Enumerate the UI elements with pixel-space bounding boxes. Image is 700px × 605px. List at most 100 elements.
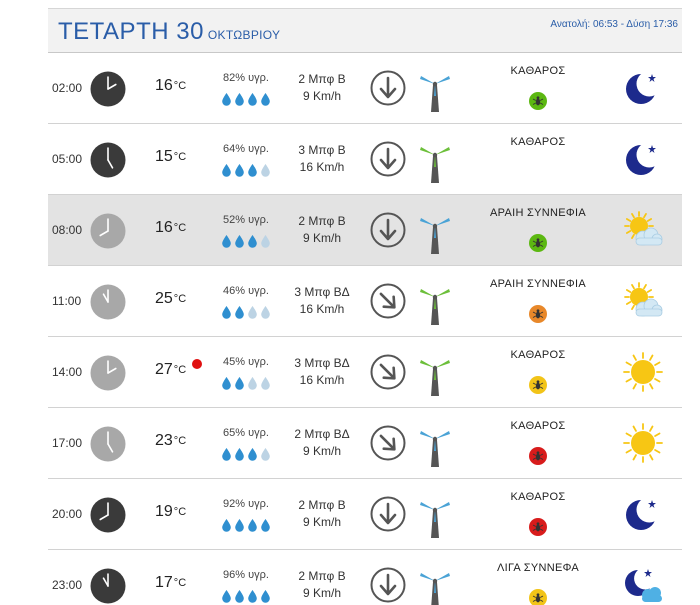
wind-force: 2 Μπφ Β bbox=[298, 214, 346, 228]
day-title: ΤΕΤΑΡΤΗ 30 ΟΚΤΩΒΡΙΟΥ bbox=[58, 18, 280, 46]
month-label: ΟΚΤΩΒΡΙΟΥ bbox=[207, 28, 281, 42]
wind-direction-arrow-icon bbox=[370, 567, 406, 603]
clock-icon bbox=[90, 568, 126, 604]
sky-condition: ΛΙΓΑ ΣΥΝΝΕΦΑ bbox=[497, 562, 579, 574]
humidity-label: 92% υγρ. bbox=[223, 498, 269, 510]
hour-label: 08:00 bbox=[52, 223, 83, 237]
moon-icon bbox=[622, 67, 664, 109]
temperature: 15°C bbox=[155, 148, 186, 166]
temperature-value: 25 bbox=[155, 290, 173, 307]
temperature-value: 17 bbox=[155, 574, 173, 591]
forecast-row: 14:00 27°C 45% υγρ. 3 Μπφ ΒΔ 16 Km/h ΚΑΘΑΡΟΣ bbox=[48, 337, 682, 408]
clock-icon bbox=[90, 497, 126, 533]
temperature-unit: °C bbox=[173, 222, 187, 234]
humidity-drop-icon bbox=[221, 589, 232, 605]
wind-info: 2 Μπφ ΒΔ 9 Km/h bbox=[282, 426, 362, 460]
wind-force: 2 Μπφ Β bbox=[298, 72, 346, 86]
wind-info: 2 Μπφ Β 9 Km/h bbox=[282, 213, 362, 247]
humidity-drop-icon bbox=[234, 305, 245, 324]
humidity-drops bbox=[218, 589, 274, 605]
humidity-drop-icon bbox=[234, 163, 245, 182]
wind-turbine-icon bbox=[418, 136, 452, 184]
sky-condition: ΚΑΘΑΡΟΣ bbox=[510, 349, 566, 361]
humidity-drop-icon bbox=[221, 305, 232, 324]
clock-icon bbox=[90, 355, 126, 391]
humidity-drop-icon bbox=[247, 163, 258, 182]
humidity-drop-icon bbox=[260, 376, 271, 395]
hour-label: 02:00 bbox=[52, 81, 83, 95]
forecast-row: 02:00 16°C 82% υγρ. 2 Μπφ Β 9 Km/h ΚΑΘΑΡΟΣ bbox=[48, 53, 682, 124]
temperature: 16°C bbox=[155, 219, 186, 237]
humidity-drop-icon bbox=[247, 589, 258, 605]
forecast-row: 20:00 19°C 92% υγρ. 2 Μπφ Β 9 Km/h ΚΑΘΑΡΟΣ bbox=[48, 479, 682, 550]
humidity-drop-icon bbox=[260, 589, 271, 605]
temperature-unit: °C bbox=[173, 80, 187, 92]
wind-direction-arrow-icon bbox=[370, 212, 406, 248]
sky-condition: ΚΑΘΑΡΟΣ bbox=[510, 65, 566, 77]
humidity-drop-icon bbox=[247, 305, 258, 324]
humidity-label: 65% υγρ. bbox=[223, 427, 269, 439]
wind-info: 3 Μπφ ΒΔ 16 Km/h bbox=[282, 284, 362, 318]
clock-icon bbox=[90, 142, 126, 178]
humidity-drops bbox=[218, 447, 274, 466]
wind-direction-arrow-icon bbox=[370, 283, 406, 319]
humidity-drop-icon bbox=[234, 234, 245, 253]
insect-index-icon bbox=[529, 234, 547, 252]
temperature: 17°C bbox=[155, 574, 186, 592]
hour-label: 20:00 bbox=[52, 507, 83, 521]
forecast-row: 08:00 16°C 52% υγρ. 2 Μπφ Β 9 Km/h ΑΡΑΙΗ ΣΥΝΝ… bbox=[48, 195, 682, 266]
humidity-drop-icon bbox=[221, 447, 232, 466]
moon-cloud-icon bbox=[622, 564, 664, 605]
heat-alert-dot bbox=[192, 359, 202, 369]
sun-cloud-icon bbox=[622, 209, 664, 251]
humidity-drop-icon bbox=[260, 305, 271, 324]
temperature: 19°C bbox=[155, 503, 186, 521]
wind-speed: 16 Km/h bbox=[299, 373, 345, 387]
humidity-drop-icon bbox=[260, 518, 271, 537]
temperature-unit: °C bbox=[173, 293, 187, 305]
humidity-drop-icon bbox=[247, 234, 258, 253]
forecast-row: 11:00 25°C 46% υγρ. 3 Μπφ ΒΔ 16 Km/h ΑΡΑΙΗ ΣΥ… bbox=[48, 266, 682, 337]
wind-speed: 9 Km/h bbox=[302, 89, 341, 103]
moon-icon bbox=[622, 138, 664, 180]
temperature-value: 16 bbox=[155, 219, 173, 236]
humidity-drop-icon bbox=[247, 376, 258, 395]
wind-force: 2 Μπφ Β bbox=[298, 498, 346, 512]
humidity-drop-icon bbox=[260, 92, 271, 111]
wind-force: 3 Μπφ ΒΔ bbox=[294, 285, 350, 299]
humidity-drop-icon bbox=[221, 376, 232, 395]
temperature-unit: °C bbox=[173, 364, 187, 376]
day-header: ΤΕΤΑΡΤΗ 30 ΟΚΤΩΒΡΙΟΥ Ανατολή: 06:53 - Δύσ… bbox=[48, 8, 682, 53]
forecast-row: 23:00 17°C 96% υγρ. 2 Μπφ Β 9 Km/h ΛΙΓΑ ΣΥΝΝΕ… bbox=[48, 550, 682, 605]
wind-force: 3 Μπφ Β bbox=[298, 143, 346, 157]
temperature-value: 23 bbox=[155, 432, 173, 449]
temperature: 23°C bbox=[155, 432, 186, 450]
temperature: 16°C bbox=[155, 77, 186, 95]
insect-index-icon bbox=[529, 589, 547, 605]
temperature-unit: °C bbox=[173, 151, 187, 163]
temperature-value: 27 bbox=[155, 361, 173, 378]
humidity-drops bbox=[218, 305, 274, 324]
temperature-value: 15 bbox=[155, 148, 173, 165]
wind-info: 2 Μπφ Β 9 Km/h bbox=[282, 568, 362, 602]
sky-condition: ΚΑΘΑΡΟΣ bbox=[510, 420, 566, 432]
humidity-drop-icon bbox=[234, 376, 245, 395]
humidity-drop-icon bbox=[260, 163, 271, 182]
humidity-label: 52% υγρ. bbox=[223, 214, 269, 226]
wind-speed: 16 Km/h bbox=[299, 302, 345, 316]
temperature-value: 16 bbox=[155, 77, 173, 94]
humidity-drop-icon bbox=[221, 234, 232, 253]
wind-force: 2 Μπφ ΒΔ bbox=[294, 427, 350, 441]
wind-direction-arrow-icon bbox=[370, 70, 406, 106]
clock-icon bbox=[90, 213, 126, 249]
clock-icon bbox=[90, 284, 126, 320]
insect-index-icon bbox=[529, 305, 547, 323]
hour-label: 05:00 bbox=[52, 152, 83, 166]
humidity-drops bbox=[218, 234, 274, 253]
wind-turbine-icon bbox=[418, 491, 452, 539]
sun-icon bbox=[622, 351, 664, 393]
wind-force: 3 Μπφ ΒΔ bbox=[294, 356, 350, 370]
wind-speed: 9 Km/h bbox=[302, 586, 341, 600]
forecast-row: 05:00 15°C 64% υγρ. 3 Μπφ Β 16 Km/h ΚΑΘΑΡΟΣ bbox=[48, 124, 682, 195]
